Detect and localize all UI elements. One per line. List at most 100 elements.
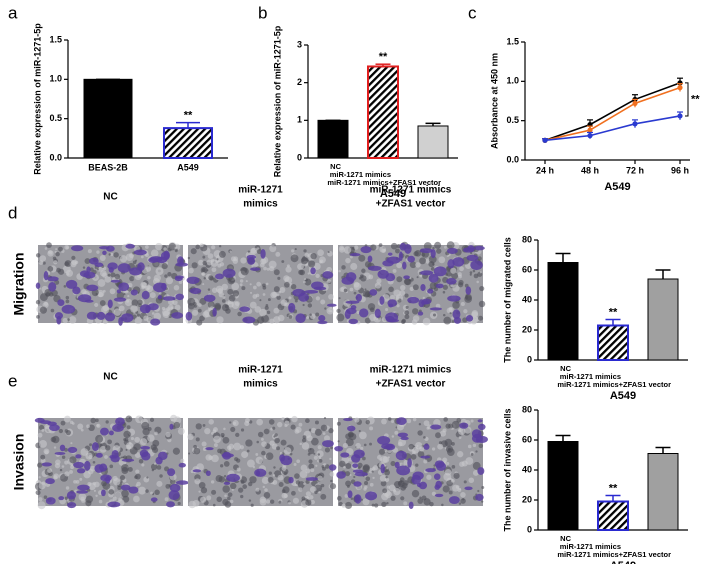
texture xyxy=(379,474,387,482)
y-tick-label: 80 xyxy=(522,234,532,244)
y-tick-label: 1.5 xyxy=(506,36,519,46)
texture xyxy=(408,443,415,450)
texture xyxy=(53,473,60,479)
texture xyxy=(441,503,444,507)
texture xyxy=(336,496,342,501)
texture xyxy=(245,280,248,283)
cell xyxy=(452,257,465,267)
texture xyxy=(223,475,227,478)
texture xyxy=(113,308,122,316)
texture xyxy=(126,299,130,303)
texture xyxy=(364,288,367,291)
texture xyxy=(345,471,351,477)
cell xyxy=(76,468,86,474)
cell xyxy=(367,255,373,263)
cell xyxy=(49,424,60,432)
cell xyxy=(107,299,113,309)
cell xyxy=(407,255,415,263)
texture xyxy=(431,491,437,496)
texture xyxy=(305,263,308,266)
texture xyxy=(227,492,233,497)
texture xyxy=(188,452,191,455)
texture xyxy=(153,312,162,321)
y-tick-label: 40 xyxy=(522,294,532,304)
texture xyxy=(344,501,353,510)
texture xyxy=(341,503,346,508)
texture xyxy=(273,466,276,469)
texture xyxy=(392,268,397,273)
texture xyxy=(213,435,221,444)
texture xyxy=(102,481,111,490)
texture xyxy=(123,438,127,442)
cell xyxy=(459,422,469,429)
cell xyxy=(48,282,57,292)
texture xyxy=(372,465,379,471)
texture xyxy=(380,455,388,464)
texture xyxy=(267,476,274,483)
texture xyxy=(239,279,244,283)
texture xyxy=(123,293,126,296)
texture xyxy=(303,482,306,486)
texture xyxy=(153,462,157,465)
texture xyxy=(73,479,77,484)
texture xyxy=(324,435,330,442)
x-tick-label: NC xyxy=(560,534,571,543)
cell xyxy=(396,417,407,426)
texture xyxy=(381,501,387,508)
texture xyxy=(295,480,301,485)
cell xyxy=(128,486,139,494)
cell xyxy=(212,307,217,317)
cell xyxy=(336,471,346,479)
texture xyxy=(192,301,197,306)
texture xyxy=(204,427,211,435)
texture xyxy=(98,499,103,504)
cell xyxy=(205,470,211,477)
cell xyxy=(446,278,457,285)
bracket xyxy=(685,82,689,117)
texture xyxy=(195,423,202,430)
cell xyxy=(155,456,163,465)
cell xyxy=(292,288,305,297)
cell xyxy=(345,272,357,282)
texture xyxy=(47,468,53,474)
texture xyxy=(290,254,299,263)
texture xyxy=(273,286,280,293)
cell xyxy=(403,275,410,280)
texture xyxy=(134,452,141,458)
texture xyxy=(269,440,275,446)
texture xyxy=(388,484,396,492)
texture xyxy=(200,496,207,503)
texture xyxy=(59,468,63,472)
texture xyxy=(231,282,240,291)
texture xyxy=(249,301,257,309)
texture xyxy=(391,435,395,438)
bar xyxy=(417,125,449,159)
y-tick-label: 0.0 xyxy=(49,152,62,162)
texture xyxy=(75,480,80,484)
texture xyxy=(227,288,234,295)
texture xyxy=(151,312,155,315)
texture xyxy=(61,465,65,468)
texture xyxy=(213,427,218,433)
cell xyxy=(254,468,267,477)
texture xyxy=(77,423,84,430)
texture xyxy=(349,255,353,259)
texture xyxy=(387,417,392,421)
texture xyxy=(40,454,46,460)
cell xyxy=(76,490,89,494)
cell xyxy=(215,273,224,280)
texture xyxy=(199,315,205,322)
annotation: ** xyxy=(184,110,193,122)
texture xyxy=(260,437,264,441)
texture xyxy=(426,474,432,480)
texture xyxy=(178,280,183,285)
texture xyxy=(421,252,426,257)
cell xyxy=(402,261,407,270)
texture xyxy=(55,251,60,257)
cell xyxy=(175,480,189,485)
cell xyxy=(343,418,353,422)
cell xyxy=(101,489,106,497)
texture xyxy=(449,312,452,315)
cell xyxy=(351,454,361,463)
